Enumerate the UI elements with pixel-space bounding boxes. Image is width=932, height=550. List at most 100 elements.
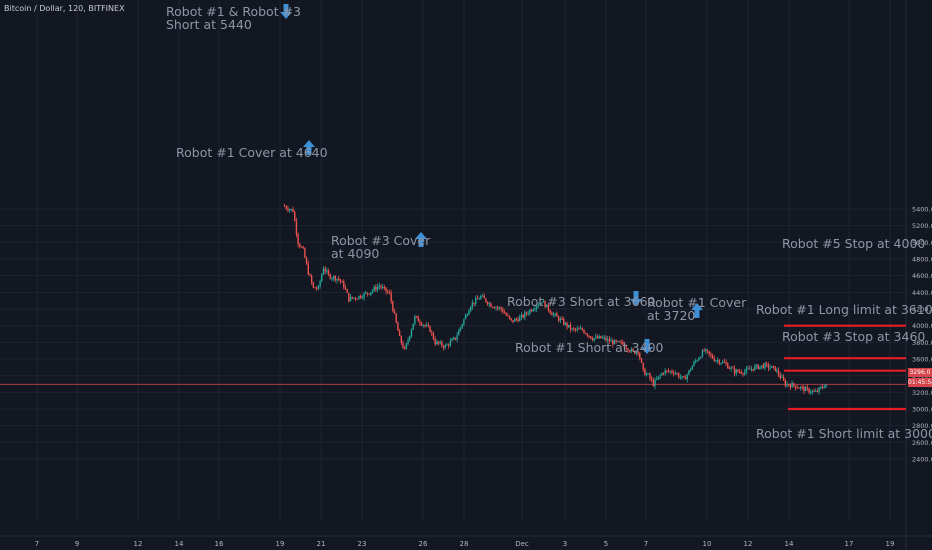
candle-body xyxy=(738,371,741,373)
candle-body xyxy=(551,312,553,316)
candle-body xyxy=(437,341,440,344)
candle-body xyxy=(458,330,460,336)
candle-body xyxy=(366,292,369,294)
candle-body xyxy=(639,353,641,359)
x-tick-label: 5 xyxy=(604,540,608,548)
candle-body xyxy=(823,387,825,389)
candle-body xyxy=(720,363,722,365)
candle-body xyxy=(316,288,318,290)
candle-body xyxy=(803,386,805,392)
candle-body xyxy=(642,362,644,370)
candle-body xyxy=(405,343,408,349)
candle-body xyxy=(508,315,511,319)
candle-body xyxy=(612,340,614,345)
candle-body xyxy=(312,282,315,288)
candle-body xyxy=(644,369,646,376)
candle-body xyxy=(524,312,526,318)
candle-body xyxy=(767,364,770,369)
candle-body xyxy=(358,295,360,299)
candle-body xyxy=(561,318,563,320)
candle-body xyxy=(754,365,756,371)
candle-body xyxy=(365,292,367,294)
candle-body xyxy=(703,350,705,352)
candle-body xyxy=(310,275,313,283)
candle-body xyxy=(542,300,545,303)
candle-body xyxy=(615,340,617,342)
candle-body xyxy=(634,351,636,354)
candle-body xyxy=(747,368,749,370)
candle-body xyxy=(287,208,289,211)
arrow-down-icon xyxy=(630,291,642,306)
candle-body xyxy=(652,379,655,387)
candle-body xyxy=(698,358,700,361)
candle-body xyxy=(666,370,668,372)
candle-body xyxy=(319,281,321,286)
candle-body xyxy=(346,289,348,293)
candle-body xyxy=(725,362,727,364)
x-tick-label: 23 xyxy=(358,540,367,548)
candle-body xyxy=(718,360,721,364)
candle-body xyxy=(608,338,611,342)
candle-body xyxy=(334,276,337,281)
candle-body xyxy=(402,342,404,348)
candle-body xyxy=(439,342,441,344)
candle-body xyxy=(578,328,580,330)
x-tick-label: 19 xyxy=(886,540,895,548)
candle-body xyxy=(590,336,592,339)
annotation-robot1-robot3-short: Robot #1 & Robot #3 Short at 5440 xyxy=(166,4,302,32)
candle-body xyxy=(782,376,785,381)
candle-body xyxy=(299,244,301,247)
candle-body xyxy=(520,315,523,318)
candle-body xyxy=(713,358,715,361)
candle-body xyxy=(393,310,396,314)
candle-body xyxy=(813,390,815,392)
x-tick-label: 9 xyxy=(75,540,79,548)
candle-body xyxy=(343,281,345,288)
candle-body xyxy=(600,336,602,339)
y-tick-label: 3600.0 xyxy=(912,356,932,364)
candle-body xyxy=(605,337,607,341)
candle-body xyxy=(749,368,751,370)
candle-body xyxy=(427,325,430,327)
candle-body xyxy=(722,361,724,364)
candle-body xyxy=(744,371,746,374)
candle-body xyxy=(464,315,467,320)
candle-body xyxy=(491,306,494,308)
candle-body xyxy=(383,287,386,289)
x-tick-label: 12 xyxy=(744,540,753,548)
y-tick-label: 2600.0 xyxy=(912,439,932,447)
candle-body xyxy=(519,317,521,322)
candle-body xyxy=(505,313,507,316)
candle-body xyxy=(620,341,622,343)
candle-body xyxy=(285,206,287,209)
candle-body xyxy=(395,313,397,323)
candle-body xyxy=(495,307,497,309)
candle-body xyxy=(338,278,340,280)
candle-body xyxy=(354,297,357,299)
x-tick-label: 14 xyxy=(785,540,794,548)
candle-body xyxy=(390,292,392,302)
candle-body xyxy=(517,319,519,322)
candle-body xyxy=(481,295,484,297)
candle-body xyxy=(732,367,734,369)
candle-body xyxy=(689,369,692,371)
candle-body xyxy=(623,344,626,348)
candle-body xyxy=(456,335,458,340)
candle-body xyxy=(579,328,582,330)
y-tick-label: 4400.0 xyxy=(912,289,932,297)
candle-body xyxy=(332,276,335,279)
candle-body xyxy=(321,274,323,282)
candle-body xyxy=(630,348,633,352)
candle-body xyxy=(429,326,431,332)
x-tick-label: 16 xyxy=(215,540,224,548)
candle-body xyxy=(647,373,649,375)
candle-body xyxy=(398,330,401,336)
candle-body xyxy=(766,363,768,365)
candle-body xyxy=(344,287,347,290)
candle-body xyxy=(573,328,575,330)
candle-body xyxy=(801,386,803,388)
candle-body xyxy=(339,279,342,282)
candle-body xyxy=(559,318,562,321)
candle-body xyxy=(515,318,518,320)
